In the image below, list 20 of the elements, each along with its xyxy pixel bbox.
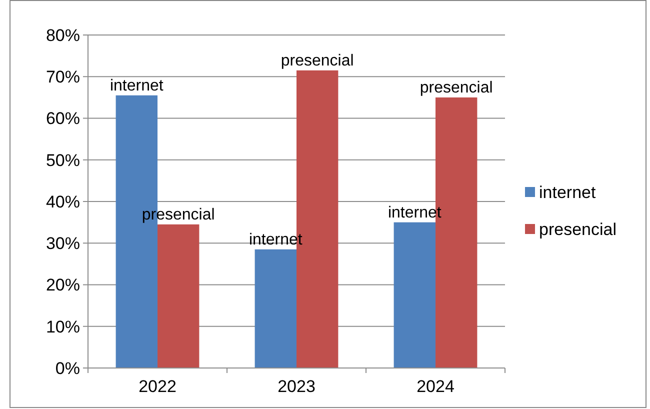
y-tick-label: 70%: [46, 68, 80, 87]
data-label: internet: [110, 77, 164, 94]
x-tick-label: 2023: [278, 377, 316, 396]
data-label: presencial: [280, 52, 354, 70]
y-tick-label: 10%: [46, 317, 80, 336]
x-tick-label: 2022: [138, 377, 176, 396]
legend-label: internet: [539, 182, 596, 202]
y-tick-label: 20%: [46, 276, 80, 295]
x-tick-label: 2024: [416, 377, 454, 396]
y-tick-label: 30%: [46, 234, 80, 254]
legend-label: presencial: [539, 220, 616, 239]
y-tick-label: 0%: [55, 358, 80, 378]
y-tick-label: 40%: [46, 192, 80, 212]
y-tick-label: 80%: [46, 26, 80, 45]
data-label: presencial: [420, 79, 493, 96]
y-tick-label: 50%: [46, 150, 80, 170]
bar: [254, 249, 296, 368]
y-tick-label: 60%: [46, 109, 80, 128]
bar: [394, 222, 436, 368]
bar: [158, 224, 200, 368]
